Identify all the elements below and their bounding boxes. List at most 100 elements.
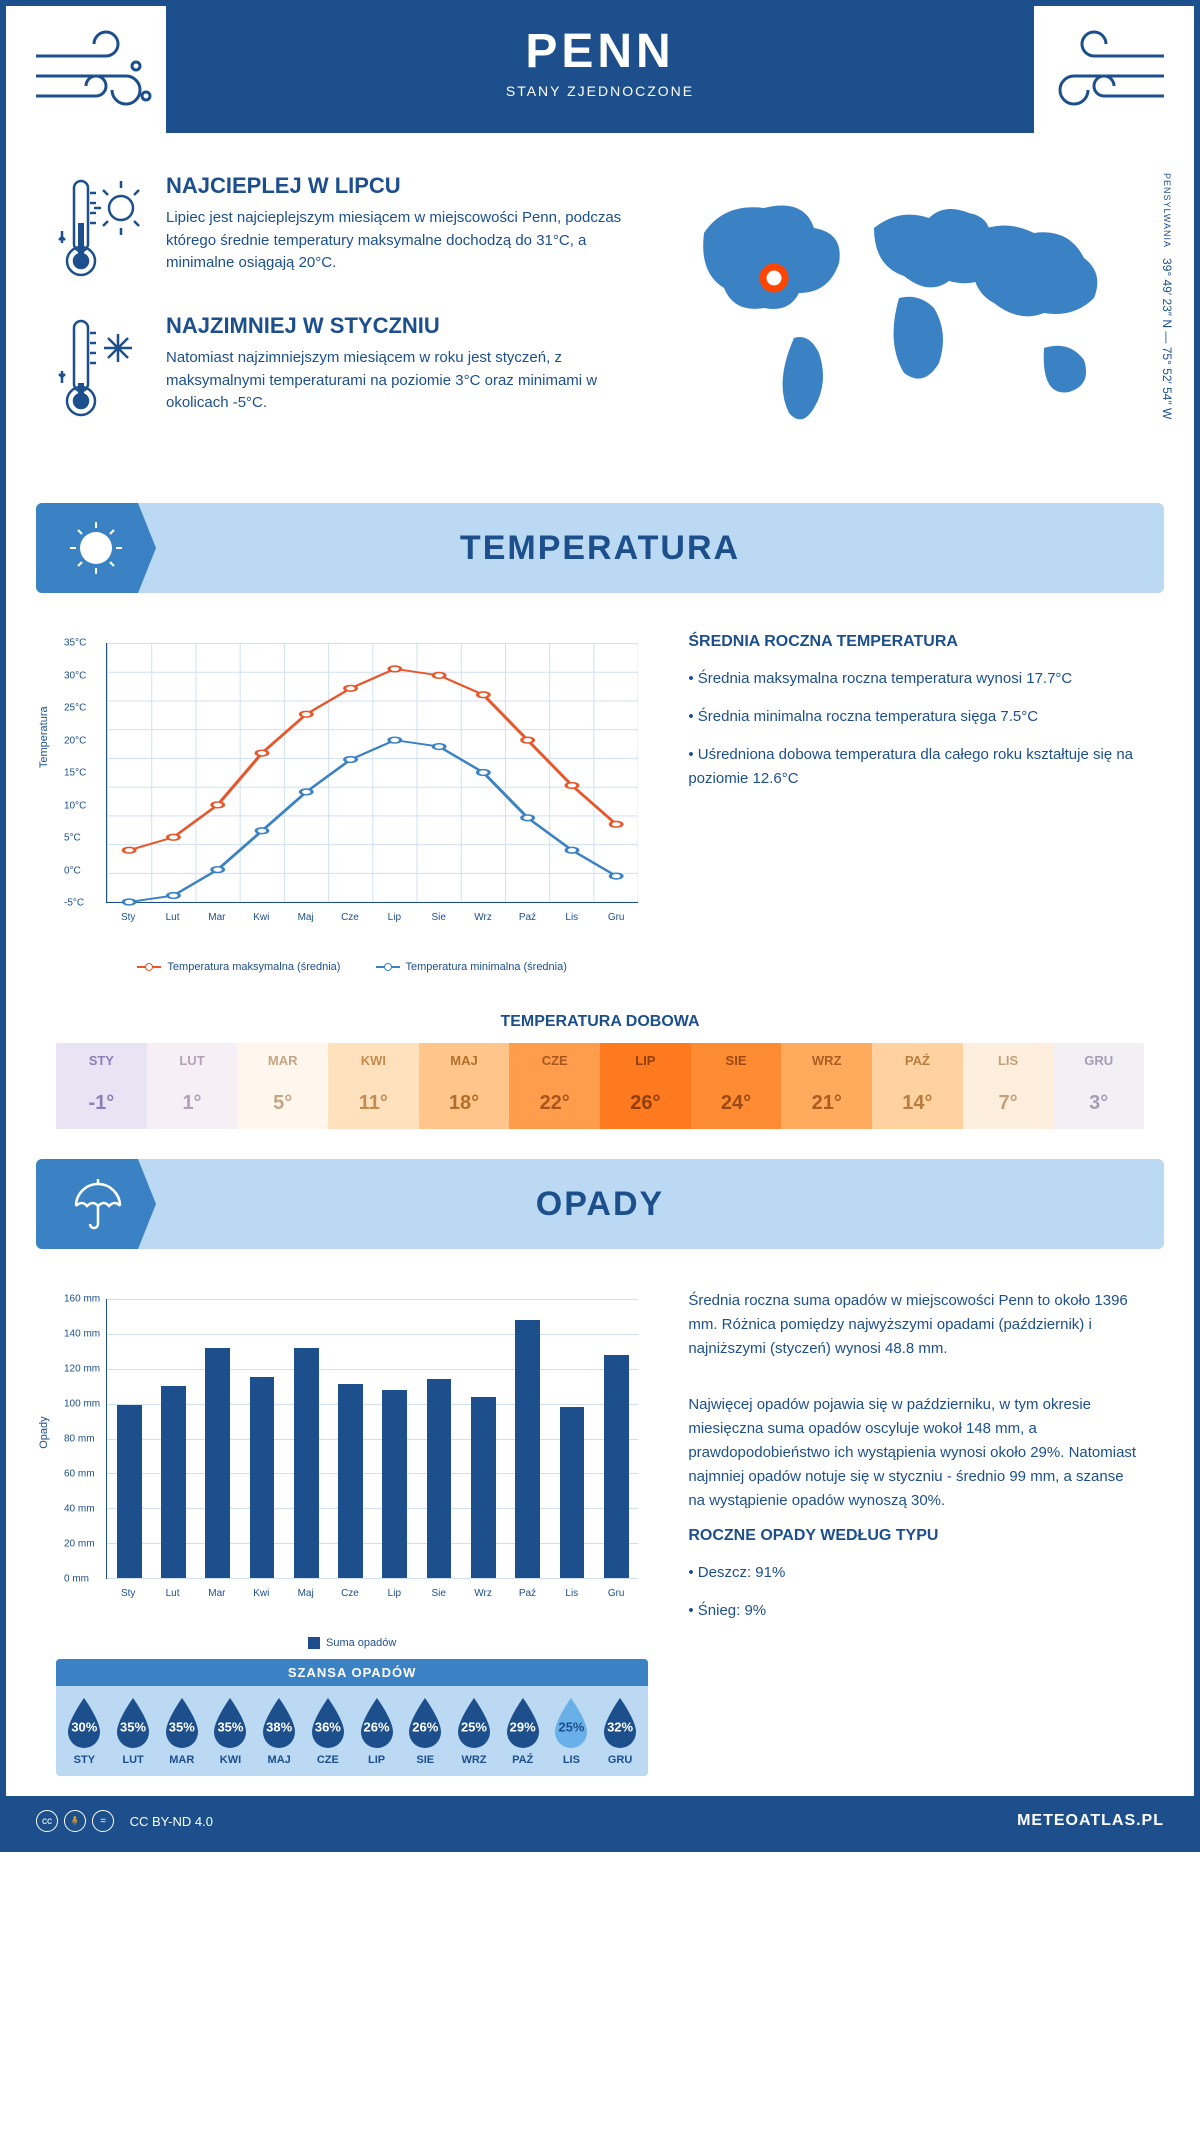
daily-cell: MAJ 18° [419, 1043, 510, 1129]
license-block: cc 🧍 = CC BY-ND 4.0 [36, 1810, 213, 1832]
temperature-section: Temperatura -5°C0°C5°C10°C15°C20°C25°C30… [6, 613, 1194, 993]
precip-legend-label: Suma opadów [326, 1637, 396, 1649]
chance-cell: 35% MAR [157, 1696, 206, 1766]
daily-value: 1° [147, 1078, 238, 1129]
temp-legend: Temperatura maksymalna (średnia) Tempera… [56, 961, 648, 973]
chance-value: 29% [510, 1720, 536, 1735]
daily-month: PAŹ [872, 1043, 963, 1078]
chance-value: 26% [364, 1720, 390, 1735]
x-tick: Sty [121, 1588, 135, 1599]
chance-cell: 35% LUT [109, 1696, 158, 1766]
chance-month: WRZ [450, 1754, 499, 1766]
chance-month: LIP [352, 1754, 401, 1766]
daily-cell: WRZ 21° [781, 1043, 872, 1129]
daily-cell: STY -1° [56, 1043, 147, 1129]
raindrop-icon: 30% [62, 1696, 106, 1750]
x-tick: Wrz [474, 1588, 492, 1599]
raindrop-icon: 32% [598, 1696, 642, 1750]
chance-month: SIE [401, 1754, 450, 1766]
precip-bar [161, 1386, 186, 1578]
chance-cell: 26% SIE [401, 1696, 450, 1766]
temp-bullet: • Uśredniona dobowa temperatura dla całe… [688, 743, 1144, 791]
chance-value: 35% [169, 1720, 195, 1735]
brand-label: METEOATLAS.PL [1017, 1812, 1164, 1830]
x-tick: Paź [519, 912, 536, 923]
x-tick: Sie [431, 912, 445, 923]
legend-max: Temperatura maksymalna (średnia) [167, 961, 340, 973]
x-tick: Lis [565, 912, 578, 923]
chance-month: GRU [596, 1754, 645, 1766]
x-tick: Wrz [474, 912, 492, 923]
precip-section: Opady 0 mm20 mm40 mm60 mm80 mm100 mm120 … [6, 1269, 1194, 1796]
daily-month: LIP [600, 1043, 691, 1078]
precip-p2: Najwięcej opadów pojawia się w październ… [688, 1393, 1144, 1513]
temperature-stats: ŚREDNIA ROCZNA TEMPERATURA • Średnia mak… [688, 633, 1144, 973]
chance-month: STY [60, 1754, 109, 1766]
header: PENN STANY ZJEDNOCZONE [6, 6, 1194, 133]
x-tick: Cze [341, 1588, 359, 1599]
precip-banner: OPADY [36, 1159, 1164, 1249]
y-tick: 25°C [64, 703, 86, 714]
header-banner: PENN STANY ZJEDNOCZONE [166, 6, 1034, 113]
hottest-title: NAJCIEPLEJ W LIPCU [166, 173, 624, 199]
chance-cell: 35% KWI [206, 1696, 255, 1766]
chance-cell: 25% WRZ [450, 1696, 499, 1766]
temp-y-label: Temperatura [38, 706, 50, 768]
daily-cell: CZE 22° [509, 1043, 600, 1129]
precip-bar [205, 1348, 230, 1578]
raindrop-icon: 35% [160, 1696, 204, 1750]
x-tick: Paź [519, 1588, 536, 1599]
y-tick: 80 mm [64, 1434, 95, 1445]
license-text: CC BY-ND 4.0 [130, 1814, 213, 1829]
daily-value: 14° [872, 1078, 963, 1129]
chance-box: SZANSA OPADÓW 30% STY 35% LUT 35% MAR 35… [56, 1659, 648, 1776]
raindrop-icon: 35% [208, 1696, 252, 1750]
precip-bar [117, 1405, 142, 1578]
temperature-banner: TEMPERATURA [36, 503, 1164, 593]
hottest-block: NAJCIEPLEJ W LIPCU Lipiec jest najcieple… [56, 173, 624, 283]
x-tick: Sty [121, 912, 135, 923]
daily-value: 3° [1053, 1078, 1144, 1129]
precip-bar [604, 1355, 629, 1578]
raindrop-icon: 36% [306, 1696, 350, 1750]
wind-icon-right [1034, 26, 1174, 126]
daily-cell: MAR 5° [237, 1043, 328, 1129]
x-tick: Lut [166, 1588, 180, 1599]
nd-icon: = [92, 1810, 114, 1832]
precip-type-bullet: • Śnieg: 9% [688, 1599, 1144, 1623]
map-column: PENSYLWANIA 39° 49′ 23″ N — 75° 52′ 54″ … [664, 173, 1144, 453]
y-tick: 10°C [64, 800, 86, 811]
legend-min: Temperatura minimalna (średnia) [406, 961, 567, 973]
precip-bar [560, 1407, 585, 1578]
raindrop-icon: 25% [452, 1696, 496, 1750]
raindrop-icon: 38% [257, 1696, 301, 1750]
raindrop-icon: 26% [355, 1696, 399, 1750]
daily-temp-table: STY -1°LUT 1°MAR 5°KWI 11°MAJ 18°CZE 22°… [56, 1043, 1144, 1129]
temperature-heading: TEMPERATURA [36, 503, 1164, 593]
avg-temp-title: ŚREDNIA ROCZNA TEMPERATURA [688, 633, 1144, 651]
raindrop-icon: 26% [403, 1696, 447, 1750]
daily-month: MAJ [419, 1043, 510, 1078]
y-tick: 0°C [64, 865, 81, 876]
y-tick: 15°C [64, 768, 86, 779]
y-tick: 5°C [64, 833, 81, 844]
daily-cell: KWI 11° [328, 1043, 419, 1129]
daily-value: 21° [781, 1078, 872, 1129]
daily-month: CZE [509, 1043, 600, 1078]
chance-cell: 32% GRU [596, 1696, 645, 1766]
region-label: PENSYLWANIA [1162, 173, 1172, 248]
chance-month: PAŹ [498, 1754, 547, 1766]
chance-value: 35% [217, 1720, 243, 1735]
daily-cell: GRU 3° [1053, 1043, 1144, 1129]
chance-cell: 36% CZE [304, 1696, 353, 1766]
chance-value: 35% [120, 1720, 146, 1735]
chance-cell: 26% LIP [352, 1696, 401, 1766]
y-tick: 100 mm [64, 1399, 100, 1410]
y-tick: 20 mm [64, 1539, 95, 1550]
hottest-text: Lipiec jest najcieplejszym miesiącem w m… [166, 207, 624, 275]
daily-month: GRU [1053, 1043, 1144, 1078]
daily-value: -1° [56, 1078, 147, 1129]
x-tick: Lip [388, 1588, 401, 1599]
sun-icon [36, 503, 156, 593]
daily-value: 26° [600, 1078, 691, 1129]
